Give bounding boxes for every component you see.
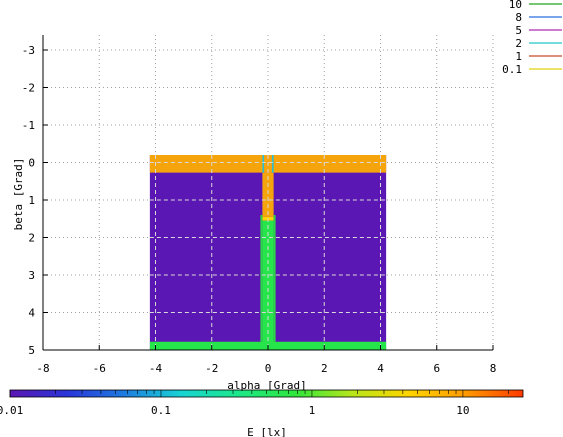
y-tick-label: -2 bbox=[22, 82, 35, 95]
legend-label: 0.1 bbox=[502, 63, 522, 76]
legend-label: 2 bbox=[515, 37, 522, 50]
x-tick-label: -6 bbox=[93, 362, 106, 375]
y-tick-label: 1 bbox=[28, 194, 35, 207]
x-axis-label: alpha [Grad] bbox=[227, 379, 306, 392]
y-tick-label: 2 bbox=[28, 232, 35, 245]
y-tick-label: -1 bbox=[22, 119, 35, 132]
colorbar-tick-label: 0.1 bbox=[151, 404, 171, 417]
x-tick-label: -8 bbox=[36, 362, 49, 375]
heatmap-region-top-cyan-1 bbox=[262, 155, 265, 173]
colorbar-tick-label: 1 bbox=[309, 404, 316, 417]
y-tick-label: 5 bbox=[28, 344, 35, 357]
x-tick-label: -4 bbox=[149, 362, 163, 375]
y-tick-label: 4 bbox=[28, 307, 35, 320]
y-tick-label: 3 bbox=[28, 269, 35, 282]
x-tick-label: 4 bbox=[377, 362, 384, 375]
y-tick-label: 0 bbox=[28, 157, 35, 170]
heatmap-region-center-green-gap-2 bbox=[273, 215, 276, 343]
legend-label: 8 bbox=[515, 11, 522, 24]
legend-label: 1 bbox=[515, 50, 522, 63]
x-tick-label: -2 bbox=[205, 362, 218, 375]
legend-label: 5 bbox=[515, 24, 522, 37]
y-axis-label: beta [Grad] bbox=[12, 158, 25, 231]
heatmap-region-top-cyan-2 bbox=[271, 155, 274, 173]
heatmap-area bbox=[149, 155, 387, 351]
heatmap-region-center-orange bbox=[262, 172, 274, 217]
y-tick-label: -3 bbox=[22, 44, 35, 57]
colorbar-tick-label: 0.01 bbox=[0, 404, 23, 417]
x-tick-label: 0 bbox=[265, 362, 272, 375]
colorbar-tick-label: 10 bbox=[456, 404, 469, 417]
x-tick-label: 6 bbox=[433, 362, 440, 375]
heatmap-region-center-green-gap-1 bbox=[260, 215, 263, 343]
colorbar-label: E [lx] bbox=[247, 426, 287, 437]
colorbar: 0.01 0.1 1 10 bbox=[0, 389, 524, 417]
axes: -8 -6 -4 -2 0 2 4 6 8 -3 -2 -1 0 1 2 3 4 5 bbox=[22, 35, 497, 375]
heatmap-region-center-green bbox=[262, 220, 274, 350]
legend-label: 10 bbox=[509, 0, 522, 11]
x-tick-label: 2 bbox=[321, 362, 328, 375]
x-tick-label: 8 bbox=[490, 362, 497, 375]
